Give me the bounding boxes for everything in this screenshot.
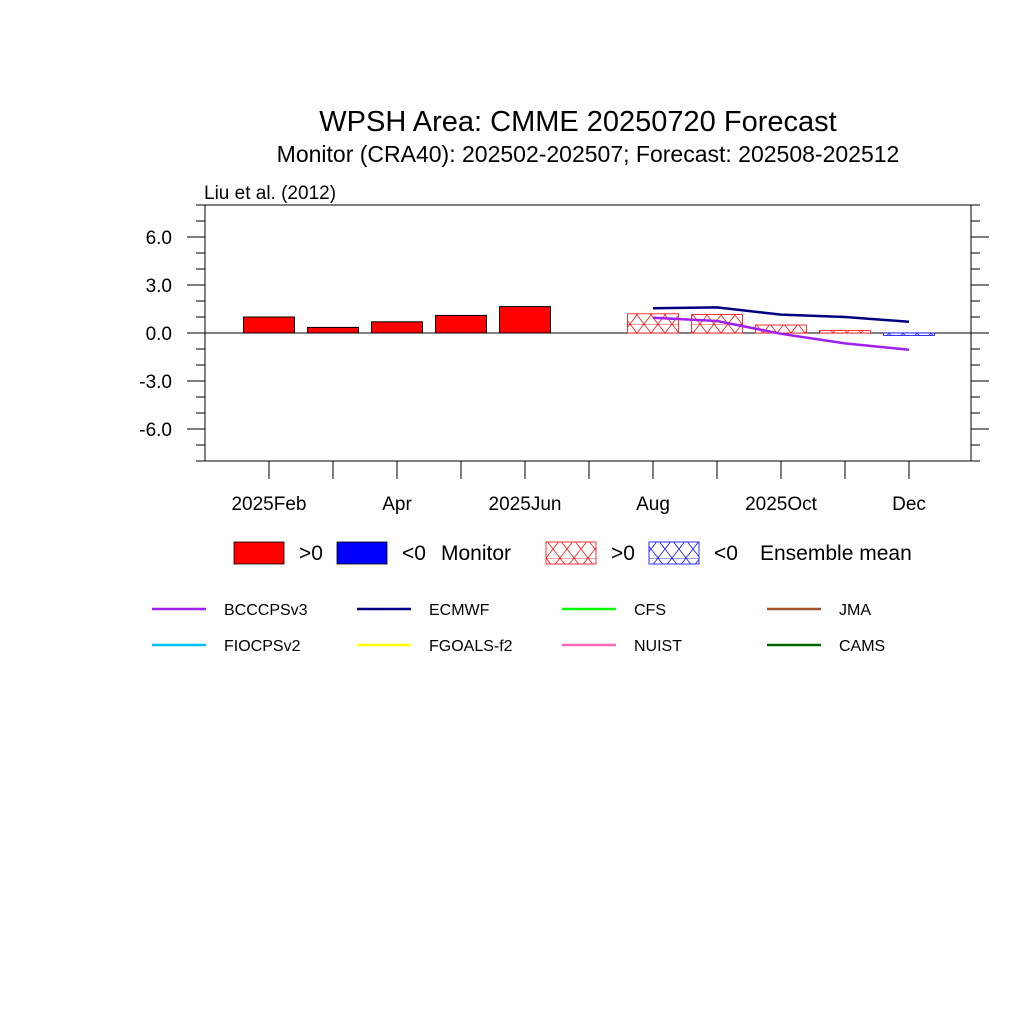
legend-label-jma: JMA bbox=[839, 602, 871, 619]
ensemble-bar bbox=[819, 330, 871, 334]
x-tick-label: Aug bbox=[636, 494, 670, 515]
x-tick-label: Apr bbox=[382, 494, 412, 515]
y-tick-label: -6.0 bbox=[139, 420, 172, 441]
legend-monitor-label: Monitor bbox=[441, 542, 511, 565]
monitor-bar bbox=[371, 321, 423, 334]
ensemble-bar bbox=[883, 332, 935, 336]
legend-ens-label: Ensemble mean bbox=[760, 542, 912, 565]
y-tick-label: -3.0 bbox=[139, 372, 172, 393]
chart-title: WPSH Area: CMME 20250720 Forecast bbox=[319, 106, 836, 138]
monitor-bar bbox=[307, 326, 359, 334]
legend-label-ecmwf: ECMWF bbox=[429, 602, 490, 619]
legend-ens-pos-label: >0 bbox=[611, 542, 635, 565]
legend-monitor-ensemble: >0 <0 Monitor >0 <0 Ensemble mean bbox=[233, 541, 912, 565]
y-tick-label: 3.0 bbox=[146, 276, 172, 297]
chart-subtitle: Monitor (CRA40): 202502-202507; Forecast… bbox=[277, 141, 900, 167]
series-line-bcccpsv3 bbox=[652, 316, 910, 352]
ensemble-bar bbox=[627, 313, 679, 334]
monitor-bar bbox=[499, 306, 551, 334]
legend-monitor-neg-swatch bbox=[336, 541, 388, 565]
plot-area: 6.0 3.0 0.0 -3.0 -6.0 2025Feb Apr 2025Jun Aug 202… bbox=[139, 204, 989, 515]
legend-ens-neg-label: <0 bbox=[714, 542, 738, 565]
legend-label-nuist: NUIST bbox=[634, 638, 682, 655]
legend-models: BCCCPSv3 ECMWF CFS JMA FIOCPSv2 FGOALS-f2 NUIS… bbox=[152, 602, 885, 655]
x-tick-label: 2025Feb bbox=[231, 494, 306, 515]
legend-monitor-neg-label: <0 bbox=[402, 542, 426, 565]
legend-label-cams: CAMS bbox=[839, 638, 885, 655]
x-tick-label: Dec bbox=[892, 494, 926, 515]
monitor-bar bbox=[243, 316, 295, 334]
legend-label-fiocpsv2: FIOCPSv2 bbox=[224, 638, 301, 655]
chart-annotation: Liu et al. (2012) bbox=[204, 183, 336, 204]
x-tick-label: 2025Jun bbox=[489, 494, 562, 515]
x-tick-label: 2025Oct bbox=[745, 494, 818, 515]
monitor-bar bbox=[435, 314, 487, 334]
legend-ens-pos-swatch bbox=[545, 541, 597, 565]
legend-ens-neg-swatch bbox=[648, 541, 700, 565]
y-tick-label: 0.0 bbox=[146, 324, 172, 345]
series-line-ecmwf bbox=[652, 306, 910, 324]
legend-label-bcccpsv3: BCCCPSv3 bbox=[224, 602, 308, 619]
legend-label-cfs: CFS bbox=[634, 602, 666, 619]
legend-monitor-pos-label: >0 bbox=[299, 542, 323, 565]
legend-label-fgoals-f2: FGOALS-f2 bbox=[429, 638, 513, 655]
y-tick-label: 6.0 bbox=[146, 228, 172, 249]
legend-monitor-pos-swatch bbox=[233, 541, 285, 565]
